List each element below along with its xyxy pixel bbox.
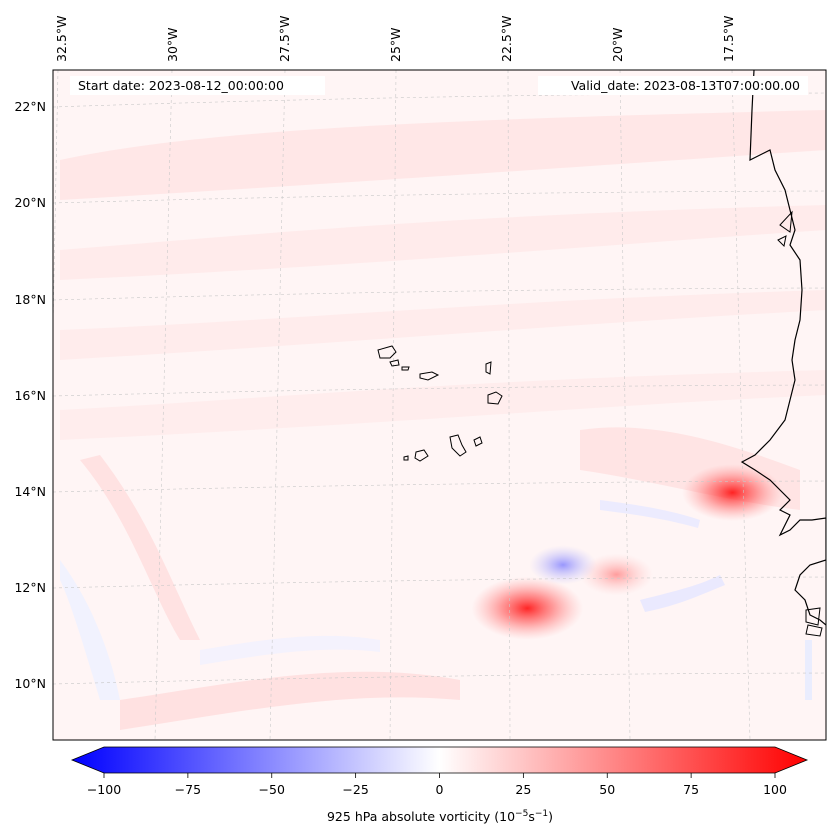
colorbar-tick-label: −100: [87, 782, 121, 797]
lat-tick-label: 10°N: [14, 676, 46, 691]
vorticity-max-south: [471, 576, 584, 640]
vorticity-min: [529, 545, 597, 585]
map-panel: Start date: 2023-08-12_00:00:00 Valid_da…: [14, 16, 827, 741]
coastline-africa: [740, 70, 826, 626]
island-maio: [473, 436, 483, 447]
island-santo-antao: [377, 345, 397, 359]
lat-tick-label: 18°N: [14, 292, 46, 307]
lon-tick-label: 20°W: [610, 27, 625, 62]
lon-tick-label: 27.5°W: [277, 16, 292, 62]
colorbar-tick-label: −25: [342, 782, 368, 797]
vorticity-field: [60, 110, 826, 730]
lat-tick-label: 14°N: [14, 484, 46, 499]
lat-tick-label: 22°N: [14, 99, 46, 114]
lat-tick-labels: 22°N 20°N 18°N 16°N 14°N 12°N 10°N: [14, 99, 46, 691]
island-santiago: [449, 434, 467, 457]
vorticity-max-small: [580, 553, 653, 596]
colorbar-tick-label: 0: [436, 782, 444, 797]
lon-tick-label: 32.5°W: [54, 16, 69, 62]
island-sao-vicente: [389, 359, 400, 367]
graticule: [53, 70, 826, 740]
map-frame: [52, 69, 827, 741]
lon-tick-label: 30°W: [165, 27, 180, 62]
colorbar-tick-label: 100: [763, 782, 787, 797]
colorbar-tick-label: 50: [599, 782, 615, 797]
coastline-africa-islands: [777, 210, 823, 637]
lat-tick-label: 16°N: [14, 388, 46, 403]
lon-tick-label: 17.5°W: [721, 16, 736, 62]
valid-label: Valid_date: 2023-08-13T07:00:00.00: [571, 78, 800, 93]
colorbar: −100 −75 −50 −25 0 25 50 75 100 925 hPa absolute…: [70, 746, 809, 824]
island-boa-vista: [487, 391, 503, 405]
vorticity-features: [471, 464, 783, 640]
colorbar-tick-label: 25: [515, 782, 531, 797]
lat-tick-label: 20°N: [14, 195, 46, 210]
colorbar-body: [70, 746, 809, 774]
colorbar-tick-label: −50: [259, 782, 285, 797]
valid-label-box: [538, 76, 808, 95]
island-sao-nicolau: [419, 371, 440, 381]
lon-tick-label: 22.5°W: [499, 16, 514, 62]
start-label: Start date: 2023-08-12_00:00:00: [78, 78, 284, 93]
lon-tick-label: 25°W: [388, 27, 403, 62]
island-santa-luzia: [401, 366, 410, 371]
colorbar-ticks: −100 −75 −50 −25 0 25 50 75 100: [87, 773, 787, 797]
island-brava: [403, 455, 409, 461]
colorbar-tick-label: −75: [175, 782, 201, 797]
island-sal: [485, 361, 492, 375]
vorticity-max-west-africa-coast: [682, 464, 783, 522]
lon-tick-labels: 32.5°W 30°W 27.5°W 25°W 22.5°W 20°W 17.5…: [54, 16, 736, 62]
island-fogo: [414, 449, 429, 462]
colorbar-tick-label: 75: [683, 782, 699, 797]
cape-verde-islands: [377, 345, 503, 462]
lat-tick-label: 12°N: [14, 580, 46, 595]
start-label-box: [70, 76, 325, 95]
colorbar-label: 925 hPa absolute vorticity (10−5s−1): [327, 809, 553, 824]
